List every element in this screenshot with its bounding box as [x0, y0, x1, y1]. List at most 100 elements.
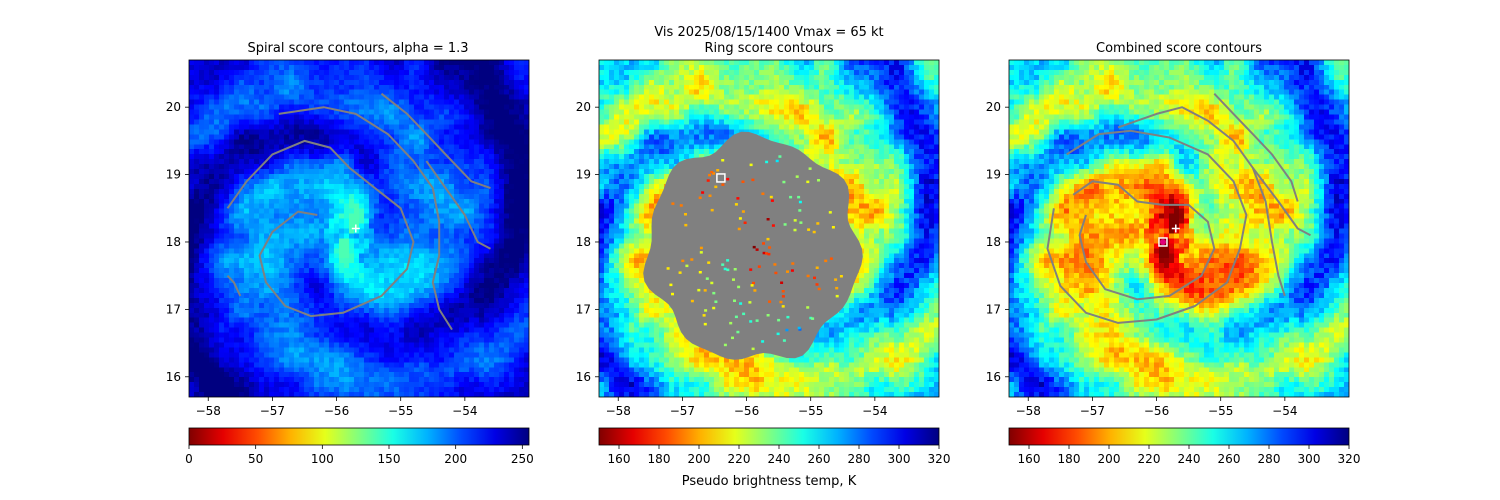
- colorbar-tick-label: 50: [248, 452, 263, 466]
- ring-speckle: [828, 211, 832, 214]
- ring-speckle: [710, 170, 714, 174]
- ring-speckle: [702, 314, 706, 317]
- ring-speckle: [766, 218, 770, 221]
- axes-frame: [1008, 59, 1350, 398]
- center-dot-marker: [1159, 238, 1166, 245]
- ring-speckle: [721, 263, 725, 266]
- colorbar-tick-label: 160: [1018, 452, 1041, 466]
- ring-speckle: [771, 224, 775, 227]
- ring-speckle: [761, 192, 765, 195]
- center-plus-marker: [351, 224, 360, 233]
- ring-speckle: [806, 274, 810, 278]
- ring-speckle: [806, 180, 810, 184]
- ring-speckle: [712, 306, 716, 310]
- y-tick-label: 20: [576, 100, 591, 114]
- x-tick-label: −58: [196, 404, 221, 418]
- x-tick-label: −56: [734, 404, 759, 418]
- colorbar-tick-label: 320: [1338, 452, 1361, 466]
- ring-speckle: [752, 281, 755, 285]
- ring-speckle: [671, 202, 675, 205]
- colorbar: [598, 427, 940, 446]
- ring-speckle: [780, 281, 784, 284]
- ring-speckle: [710, 208, 714, 212]
- ring-speckle: [703, 322, 707, 326]
- combined-score-panel: Combined score contours −58 −57 −56 −55 −54 1…: [986, 41, 1361, 466]
- colorbar-tick-label: 320: [928, 452, 951, 466]
- ring-speckle: [701, 191, 705, 194]
- ring-speckle: [723, 343, 727, 347]
- x-tick-label: −54: [1272, 404, 1297, 418]
- ring-speckle: [765, 252, 768, 255]
- ring-speckle: [815, 283, 819, 286]
- ring-speckle: [726, 259, 730, 262]
- ring-speckle: [797, 326, 801, 330]
- ring-speckle: [773, 263, 777, 266]
- y-tick-label: 17: [986, 302, 1001, 316]
- colorbar-tick-label: 160: [608, 452, 631, 466]
- colorbar-tick-label: 240: [768, 452, 791, 466]
- score-contour-line: [1046, 129, 1248, 324]
- ring-speckle: [839, 275, 843, 278]
- y-tick-label: 16: [576, 370, 591, 384]
- ring-speckle: [714, 185, 718, 189]
- ring-speckle: [749, 163, 753, 167]
- ring-speckle: [782, 339, 786, 342]
- ring-speckle: [757, 265, 761, 268]
- center-square-marker: [716, 173, 726, 183]
- ring-speckle: [817, 179, 820, 182]
- spiral-score-panel: Spiral score contours, alpha = 1.3 −58 −5…: [166, 41, 534, 466]
- ring-speckle: [742, 312, 746, 316]
- ring-speckle: [783, 223, 787, 226]
- ring-speckle: [705, 277, 709, 280]
- ring-speckle: [721, 159, 725, 162]
- ring-speckle: [768, 246, 772, 249]
- ring-speckle: [708, 194, 712, 197]
- ring-speckle: [690, 299, 694, 303]
- ring-speckle: [681, 259, 685, 263]
- ring-speckle: [817, 287, 821, 291]
- ring-speckle: [666, 267, 670, 270]
- ring-speckle: [811, 317, 815, 320]
- ring-speckle: [762, 251, 766, 255]
- panel-title: Combined score contours: [1096, 41, 1262, 56]
- colorbar-tick-label: 240: [1178, 452, 1201, 466]
- ring-speckle: [770, 199, 774, 202]
- ring-speckle: [733, 299, 736, 302]
- ring-speckle: [815, 266, 819, 269]
- colorbar-tick-label: 100: [311, 452, 334, 466]
- ring-speckle: [750, 284, 754, 287]
- score-contour-line: [1252, 167, 1311, 237]
- ring-speckle: [710, 281, 714, 285]
- colorbar-tick-label: 150: [378, 452, 401, 466]
- ring-speckle: [769, 195, 773, 199]
- y-tick-label: 17: [576, 302, 591, 316]
- ring-speckle: [798, 209, 802, 212]
- x-tick-label: −55: [1208, 404, 1233, 418]
- ring-speckle: [748, 301, 752, 304]
- score-contour-line: [278, 106, 453, 331]
- ring-speckle: [835, 294, 839, 298]
- ring-speckle: [751, 347, 755, 351]
- ring-speckle: [777, 318, 781, 322]
- y-tick-label: 18: [576, 235, 591, 249]
- ring-speckle: [739, 302, 743, 305]
- ring-speckle: [712, 291, 716, 295]
- ring-speckle: [790, 269, 794, 272]
- ring-speckle: [762, 242, 765, 245]
- colorbar-tick-label: 200: [688, 452, 711, 466]
- ring-speckle: [731, 336, 734, 340]
- y-tick-label: 19: [166, 168, 181, 182]
- score-contour-line: [380, 92, 491, 190]
- ring-speckle: [741, 180, 745, 183]
- score-contour-line: [1072, 180, 1216, 301]
- ring-speckle: [786, 315, 790, 319]
- y-tick-label: 19: [986, 168, 1001, 182]
- ring-speckle: [738, 217, 742, 220]
- ring-speckle: [753, 289, 757, 292]
- ring-speckle: [755, 319, 759, 322]
- ring-speckle: [749, 320, 753, 323]
- ring-speckle: [765, 160, 769, 164]
- colorbar-tick-label: 300: [1298, 452, 1321, 466]
- x-tick-label: −56: [324, 404, 349, 418]
